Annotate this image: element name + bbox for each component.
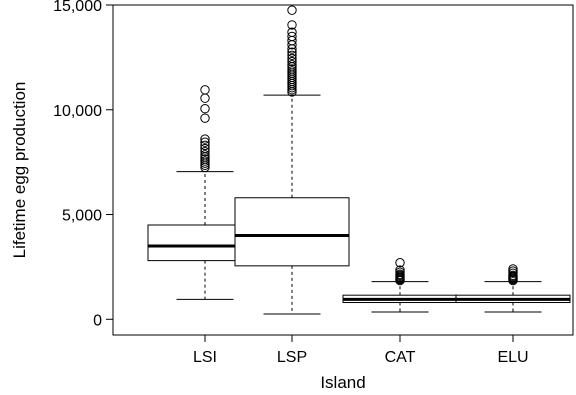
plot-frame: [112, 4, 574, 336]
outlier-point: [200, 146, 210, 157]
outlier-point: [200, 104, 210, 114]
outlier-point: [200, 137, 210, 147]
outlier-point: [200, 134, 210, 144]
outlier-point: [508, 264, 518, 274]
outlier-point: [200, 150, 210, 160]
x-tick-label: LSI: [193, 349, 217, 366]
iqr-box: [234, 197, 350, 267]
y-axis: 0 5,000 10,000 15,000: [53, 0, 113, 329]
outlier-point: [395, 258, 405, 268]
outlier-point: [287, 5, 297, 15]
box-cat: [342, 258, 458, 313]
outlier-point: [200, 93, 210, 103]
outlier-point: [287, 27, 297, 37]
box-lsi: [147, 85, 263, 300]
outlier-point: [287, 60, 297, 70]
box-lsp: [234, 5, 350, 315]
outlier-point: [287, 53, 297, 64]
boxes: [147, 5, 571, 315]
y-axis-title: Lifetime egg production: [10, 82, 29, 259]
outlier-point: [287, 47, 297, 57]
y-tick-label: 5,000: [62, 208, 102, 225]
x-tick-label: LSP: [277, 349, 307, 366]
box-elu: [455, 264, 571, 313]
outlier-point: [200, 143, 210, 154]
x-axis-title: Island: [320, 373, 365, 392]
y-tick-label: 15,000: [53, 0, 102, 15]
x-axis: LSI LSP CAT ELU: [193, 335, 529, 366]
y-tick-label: 10,000: [53, 103, 102, 120]
outlier-point: [200, 85, 210, 95]
outlier-point: [200, 140, 210, 151]
outlier-point: [200, 113, 210, 123]
y-tick-label: 0: [93, 312, 102, 329]
x-tick-label: CAT: [385, 349, 416, 366]
outlier-point: [287, 50, 297, 60]
outlier-point: [287, 20, 297, 30]
outlier-point: [287, 31, 297, 42]
outlier-point: [395, 265, 405, 275]
outlier-point: [287, 56, 297, 67]
x-tick-label: ELU: [497, 349, 528, 366]
